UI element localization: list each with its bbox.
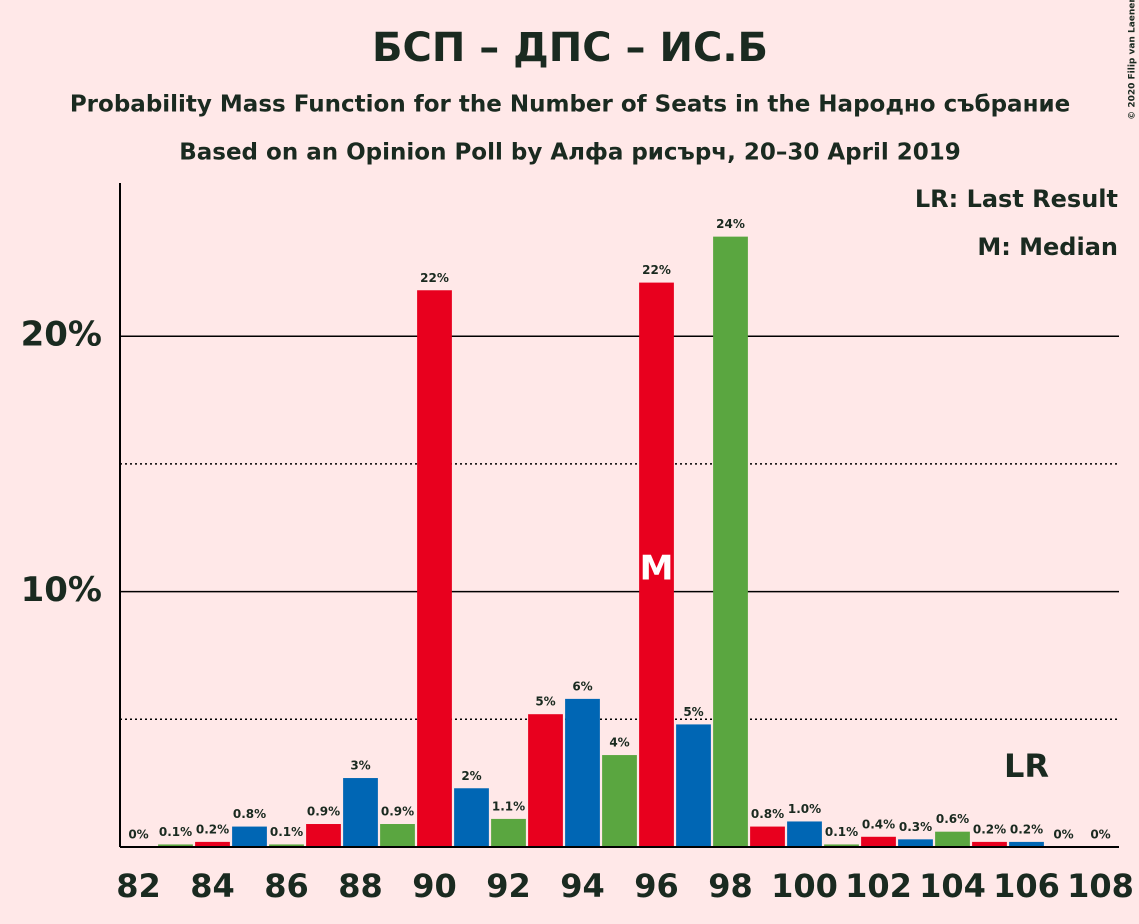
bar	[306, 824, 341, 847]
annotation: LR	[1004, 747, 1049, 785]
bar	[676, 724, 711, 847]
bar	[972, 841, 1007, 847]
y-tick-label: 20%	[21, 315, 102, 355]
bar	[713, 236, 748, 848]
value-label: 22%	[642, 263, 671, 277]
value-label: 0.6%	[936, 812, 969, 826]
legend-entry: M: Median	[977, 233, 1118, 261]
subtitle: Based on an Opinion Poll by Алфа рисърч,…	[179, 140, 961, 166]
bar	[528, 714, 563, 847]
y-tick-label: 10%	[21, 570, 102, 610]
value-label: 5%	[683, 705, 703, 719]
value-label: 0%	[128, 828, 148, 842]
value-label: 22%	[420, 271, 449, 285]
bar	[602, 755, 637, 847]
annotation: M	[640, 549, 674, 589]
value-label: 5%	[535, 695, 555, 709]
value-label: 0.9%	[381, 805, 414, 819]
bar	[898, 839, 933, 847]
legend-entry: LR: Last Result	[915, 185, 1118, 213]
x-tick-label: 94	[560, 867, 605, 905]
x-tick-label: 108	[1067, 867, 1134, 905]
value-label: 0.8%	[751, 807, 784, 821]
subtitle: Probability Mass Function for the Number…	[70, 92, 1070, 118]
value-label: 1.1%	[492, 799, 525, 813]
bar	[824, 844, 859, 847]
bar	[491, 818, 526, 847]
x-tick-label: 84	[190, 867, 235, 905]
x-tick-label: 86	[264, 867, 309, 905]
bar	[750, 826, 785, 847]
x-tick-label: 90	[412, 867, 457, 905]
value-label: 0.1%	[825, 825, 858, 839]
value-label: 2%	[461, 769, 481, 783]
bar	[787, 821, 822, 847]
value-label: 6%	[572, 679, 592, 693]
x-tick-label: 96	[634, 867, 679, 905]
bar	[195, 841, 230, 847]
value-label: 0.1%	[270, 825, 303, 839]
value-label: 0%	[1090, 828, 1110, 842]
bar	[565, 698, 600, 847]
x-tick-label: 104	[919, 867, 986, 905]
value-label: 0.3%	[899, 820, 932, 834]
bar	[417, 290, 452, 847]
bar	[1009, 841, 1044, 847]
x-tick-label: 98	[708, 867, 753, 905]
value-label: 0.2%	[196, 822, 229, 836]
value-label: 0.8%	[233, 807, 266, 821]
bar	[269, 844, 304, 847]
bar	[935, 831, 970, 847]
copyright: © 2020 Filip van Laenen	[1128, 0, 1138, 120]
value-label: 0.1%	[159, 825, 192, 839]
bar	[343, 778, 378, 847]
x-tick-label: 88	[338, 867, 383, 905]
value-label: 1.0%	[788, 802, 821, 816]
value-label: 0.4%	[862, 817, 895, 831]
bar	[232, 826, 267, 847]
value-label: 24%	[716, 217, 745, 231]
bar	[639, 282, 674, 848]
value-label: 0.2%	[1010, 822, 1043, 836]
value-label: 0.2%	[973, 822, 1006, 836]
bar	[158, 844, 193, 847]
value-label: 0.9%	[307, 805, 340, 819]
x-tick-label: 102	[845, 867, 912, 905]
bar	[380, 824, 415, 847]
x-tick-label: 100	[771, 867, 838, 905]
x-tick-label: 92	[486, 867, 531, 905]
value-label: 4%	[609, 736, 629, 750]
value-label: 0%	[1053, 828, 1073, 842]
bar	[861, 836, 896, 847]
x-tick-label: 82	[116, 867, 161, 905]
chart-title: БСП – ДПС – ИС.Б	[372, 25, 768, 71]
x-tick-label: 106	[993, 867, 1060, 905]
value-label: 3%	[350, 759, 370, 773]
bar	[454, 788, 489, 847]
